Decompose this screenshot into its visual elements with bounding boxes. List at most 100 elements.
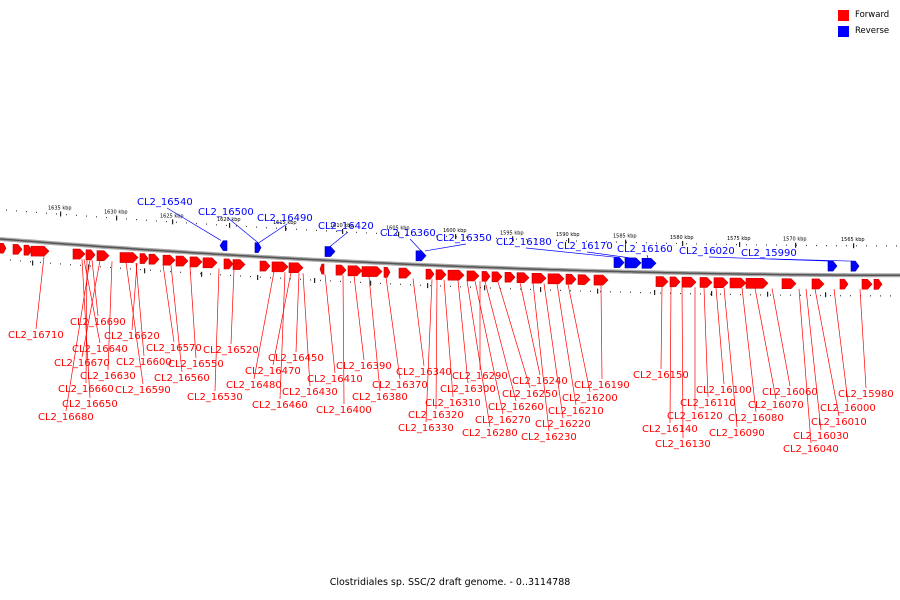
legend-reverse-label: Reverse (855, 26, 890, 36)
scale-dot (606, 241, 607, 243)
forward-gene-leader (107, 261, 113, 371)
reverse-gene-leader (424, 243, 467, 252)
forward-gene-leader (302, 273, 311, 387)
scale-dot (240, 275, 241, 277)
kbp-major-tick (342, 229, 344, 234)
forward-gene-leader (342, 275, 345, 405)
scale-dot (886, 245, 887, 247)
scale-dot (576, 240, 577, 242)
kbp-major-tick (512, 236, 514, 242)
forward-gene-arrow (12, 244, 23, 255)
forward-gene-leader (125, 262, 144, 385)
reverse-gene-label: CL2_16420 (318, 221, 374, 232)
forward-gene-label: CL2_16680 (38, 412, 94, 423)
kbp-label: 1590 kbp (556, 232, 580, 238)
scale-dot (800, 294, 801, 296)
reverse-gene-label: CL2_16180 (496, 237, 552, 248)
forward-gene-leader (715, 287, 725, 385)
forward-gene-arrow (699, 277, 713, 288)
scale-dot (456, 236, 457, 238)
scale-dot (210, 273, 211, 275)
forward-gene-label: CL2_16430 (282, 387, 338, 398)
forward-gene-arrow (577, 274, 591, 285)
scale-dot (566, 240, 567, 242)
kbp-major-tick (682, 241, 684, 246)
scale-dot (220, 274, 221, 276)
scale-dot (586, 240, 587, 242)
forward-gene-arrow (319, 263, 325, 275)
scale-dot (830, 295, 831, 297)
scale-dot (390, 283, 391, 285)
forward-gene-arrow (781, 278, 797, 289)
kbp-minor-tick (484, 285, 486, 291)
forward-gene-arrow (504, 271, 516, 283)
scale-dot (410, 284, 411, 286)
scale-dot (496, 237, 497, 239)
scale-dot (840, 295, 841, 297)
scale-dot (280, 277, 281, 279)
scale-dot (546, 239, 547, 241)
reverse-gene-leader (708, 256, 830, 262)
scale-dot (560, 289, 561, 291)
forward-gene-arrow (271, 261, 289, 273)
scale-dot (476, 237, 477, 239)
kbp-minor-tick (427, 283, 429, 289)
forward-gene-label: CL2_16380 (352, 392, 408, 403)
scale-dot (156, 220, 157, 222)
forward-gene-leader (532, 283, 550, 432)
forward-gene-leader (81, 259, 91, 399)
reverse-gene-label: CL2_16490 (257, 213, 313, 224)
reverse-gene-label: CL2_16540 (137, 197, 193, 208)
scale-dot (696, 243, 697, 245)
reverse-gene-leader (525, 247, 620, 258)
forward-gene-label: CL2_16390 (336, 361, 392, 372)
forward-gene-label: CL2_16690 (70, 317, 126, 328)
scale-dot (686, 243, 687, 245)
scale-dot (340, 280, 341, 282)
scale-dot (826, 245, 827, 247)
scale-dot (120, 267, 121, 269)
scale-dot (506, 238, 507, 240)
scale-dot (426, 235, 427, 237)
forward-gene-leader (484, 281, 517, 402)
kbp-label: 1625 kbp (160, 213, 184, 219)
scale-dot (366, 232, 367, 234)
scale-dot (650, 292, 651, 294)
scale-dot (620, 291, 621, 293)
forward-gene-label: CL2_16150 (633, 370, 689, 381)
forward-gene-arrow (72, 248, 86, 260)
forward-gene-leader (497, 281, 531, 389)
forward-gene-arrow (873, 278, 883, 290)
scale-dot (360, 281, 361, 283)
forward-gene-label: CL2_16530 (187, 392, 243, 403)
forward-gene-arrow (466, 270, 480, 282)
scale-dot (306, 229, 307, 231)
scale-dot (290, 278, 291, 280)
scale-dot (616, 241, 617, 243)
forward-gene-leader (660, 286, 663, 370)
forward-gene-leader (669, 286, 672, 424)
scale-dot (730, 293, 731, 295)
scale-dot (816, 244, 817, 247)
scale-dot (26, 211, 27, 213)
scale-dot (150, 269, 151, 271)
scale-dot (270, 277, 271, 279)
kbp-major-tick (739, 242, 741, 247)
forward-gene-leader (814, 288, 840, 417)
scale-dot (896, 245, 897, 247)
forward-gene-leader (833, 289, 849, 403)
forward-gene-label: CL2_16080 (728, 413, 784, 424)
scale-dot (160, 270, 161, 272)
forward-gene-leader (754, 288, 777, 400)
scale-dot (166, 221, 167, 223)
scale-dot (80, 264, 81, 266)
forward-gene-label: CL2_16100 (696, 385, 752, 396)
scale-dot (440, 285, 441, 287)
scale-dot (266, 227, 267, 229)
scale-dot (880, 295, 881, 297)
scale-dot (726, 243, 727, 245)
scale-dot (330, 280, 331, 282)
scale-dot (760, 294, 761, 296)
forward-gene-leader (741, 288, 757, 413)
forward-gene-leader (189, 266, 197, 359)
